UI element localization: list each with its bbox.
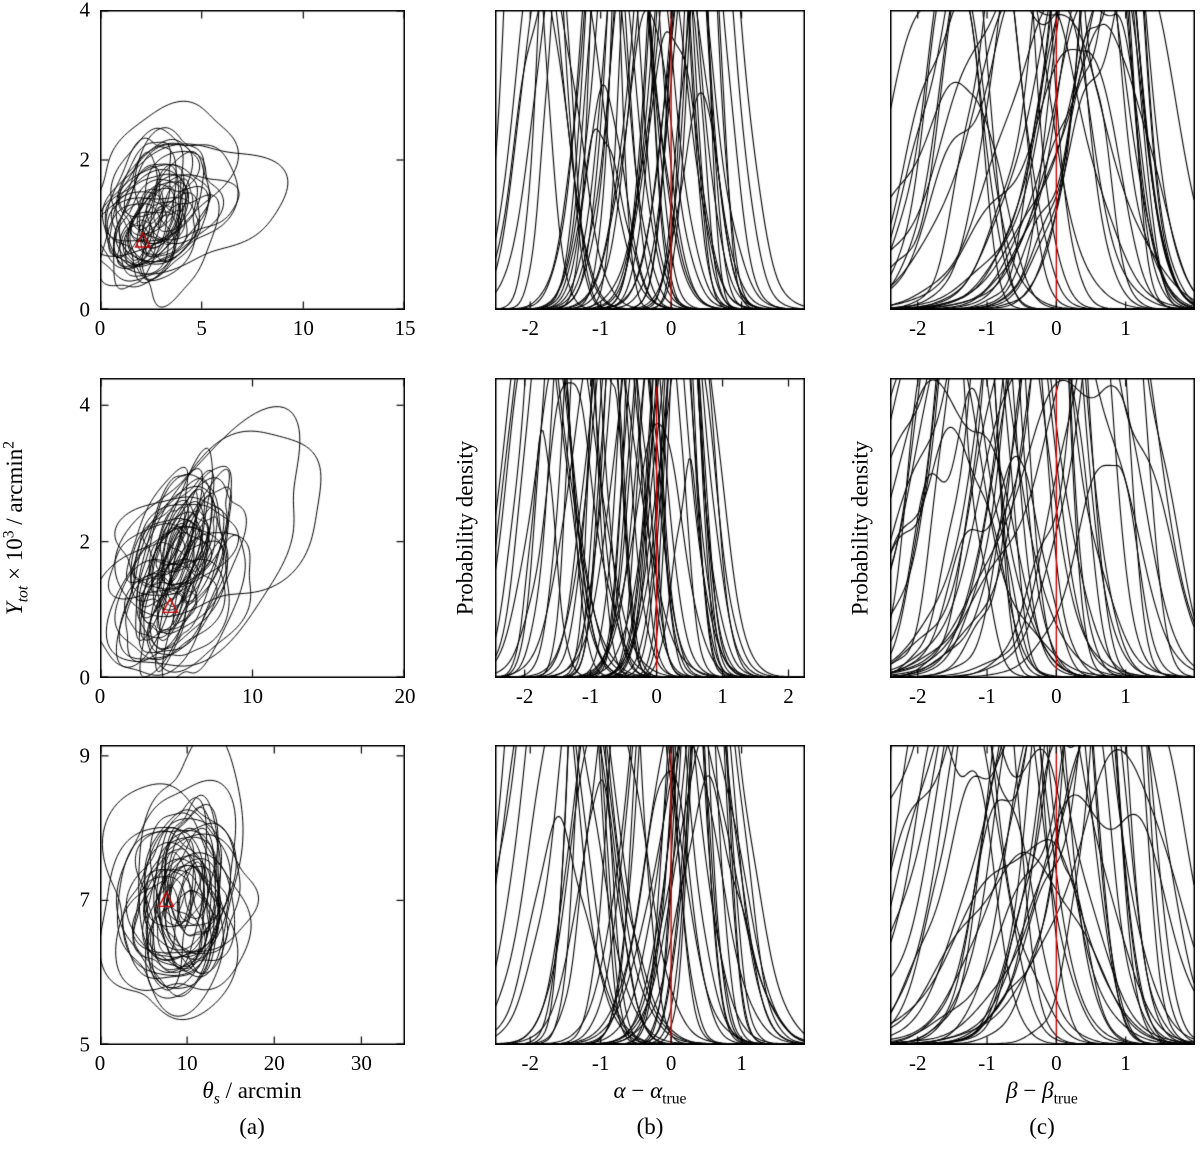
plot-canvas-c3: [890, 745, 1195, 1045]
y-tick-label: 7: [79, 887, 91, 912]
x-tick-label: 10: [292, 316, 314, 340]
x-tick-label: 0: [665, 1051, 677, 1075]
x-tick-label: 0: [1051, 1051, 1062, 1075]
y-tick-label: 5: [79, 1032, 91, 1057]
y-tick-label: 9: [79, 743, 91, 768]
y-tick-label: 0: [79, 297, 91, 322]
x-tick-label: -1: [591, 1051, 610, 1075]
x-tick-label: -2: [515, 684, 534, 708]
x-tick-label: 1: [717, 684, 728, 708]
plot-canvas-b3: [495, 745, 805, 1045]
y-axis-label-ytot: Ytot × 103 / arcmin2: [0, 440, 32, 616]
x-tick-label: -2: [908, 316, 927, 340]
y-tick-label: 2: [79, 529, 91, 554]
plot-canvas-c2: [890, 378, 1195, 678]
x-tick-label: 0: [1051, 316, 1062, 340]
x-axis-label-theta-s: θs / arcmin: [202, 1078, 302, 1108]
x-tick-label: 1: [1120, 316, 1131, 340]
plot-canvas-c1: [890, 10, 1195, 310]
x-tick-label: 20: [263, 1051, 285, 1075]
plot-panel-c3: [890, 745, 1195, 1045]
plot-panel-a2: [100, 378, 405, 678]
x-tick-label: 10: [176, 1051, 198, 1075]
y-tick-label: 2: [79, 147, 91, 172]
plot-canvas-b2: [495, 378, 805, 678]
caption-c: (c): [1029, 1114, 1055, 1139]
x-tick-label: 0: [94, 684, 106, 708]
plot-panel-c1: [890, 10, 1195, 310]
x-tick-label: 5: [196, 316, 207, 340]
x-axis-label-alpha: α − αtrue: [613, 1078, 687, 1108]
x-tick-label: 15: [394, 316, 416, 340]
x-tick-label: 30: [350, 1051, 372, 1075]
x-tick-label: -2: [908, 684, 927, 708]
x-tick-label: -1: [581, 684, 600, 708]
plot-panel-a1: [100, 10, 405, 310]
x-tick-label: 0: [94, 1051, 106, 1075]
y-axis-label-probability-density-c: Probability density: [847, 440, 873, 616]
plot-panel-b1: [495, 10, 805, 310]
plot-panel-a3: [100, 745, 405, 1045]
x-tick-label: 0: [1051, 684, 1062, 708]
caption-b: (b): [636, 1114, 664, 1139]
x-tick-label: 20: [394, 684, 416, 708]
plot-panel-b3: [495, 745, 805, 1045]
x-tick-label: -2: [521, 1051, 539, 1075]
x-tick-label: 1: [736, 1051, 747, 1075]
x-tick-label: -1: [591, 316, 610, 340]
x-tick-label: -1: [978, 684, 996, 708]
x-tick-label: -2: [521, 316, 539, 340]
x-tick-label: -1: [978, 1051, 996, 1075]
plot-canvas-a3: [100, 745, 405, 1045]
x-tick-label: 2: [783, 684, 794, 708]
y-tick-label: 0: [79, 665, 91, 690]
plot-canvas-a1: [100, 10, 405, 310]
x-tick-label: -1: [978, 316, 996, 340]
plot-canvas-b1: [495, 10, 805, 310]
x-tick-label: 0: [651, 684, 662, 708]
plot-canvas-a2: [100, 378, 405, 678]
x-tick-label: 1: [1120, 684, 1131, 708]
x-tick-label: 0: [94, 316, 106, 340]
plot-panel-b2: [495, 378, 805, 678]
y-axis-label-probability-density-b: Probability density: [452, 440, 478, 616]
x-tick-label: 1: [736, 316, 747, 340]
y-tick-label: 4: [79, 0, 91, 22]
x-tick-label: 0: [665, 316, 677, 340]
plot-panel-c2: [890, 378, 1195, 678]
x-tick-label: 1: [1120, 1051, 1131, 1075]
x-axis-label-beta: β − βtrue: [1006, 1078, 1078, 1108]
caption-a: (a): [239, 1114, 265, 1139]
x-tick-label: 10: [242, 684, 263, 708]
y-tick-label: 4: [79, 392, 91, 417]
x-tick-label: -2: [908, 1051, 927, 1075]
